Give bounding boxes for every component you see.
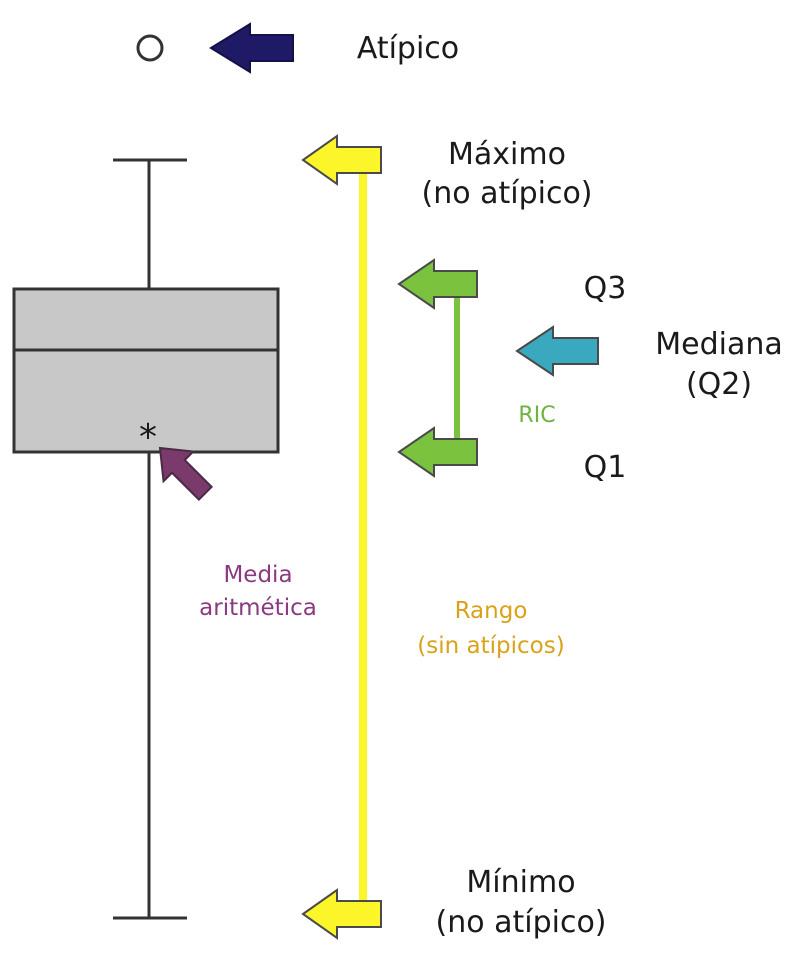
- iqr-line: [454, 296, 460, 446]
- max-arrow: [301, 134, 382, 186]
- q1-arrow: [397, 426, 478, 478]
- min-label-line2: (no atípico): [435, 905, 606, 940]
- q1-label: Q1: [584, 450, 627, 485]
- mean-arrow: [158, 446, 214, 502]
- mean-marker: *: [139, 417, 157, 458]
- range-label-line2: (sin atípicos): [417, 633, 564, 659]
- median-label-line2: (Q2): [686, 367, 752, 402]
- range-label-line1: Rango: [455, 598, 528, 624]
- max-label-line2: (no atípico): [421, 176, 592, 211]
- min-arrow: [301, 888, 382, 940]
- q3-arrow: [397, 258, 478, 310]
- min-label-line1: Mínimo: [466, 865, 575, 900]
- interquartile-box: [12, 287, 280, 454]
- outlier-point: [136, 34, 164, 62]
- range-line: [359, 172, 367, 912]
- box-plot: *: [12, 34, 280, 920]
- outlier-label: Atípico: [357, 31, 459, 66]
- q3-label: Q3: [584, 271, 627, 306]
- median-label-line1: Mediana: [655, 327, 783, 362]
- outlier-arrow: [209, 22, 294, 74]
- max-label-line1: Máximo: [448, 137, 566, 172]
- mean-label-line2: aritmética: [199, 595, 317, 621]
- mean-label-line1: Media: [223, 562, 292, 588]
- iqr-label: RIC: [518, 403, 555, 428]
- median-arrow: [515, 325, 599, 377]
